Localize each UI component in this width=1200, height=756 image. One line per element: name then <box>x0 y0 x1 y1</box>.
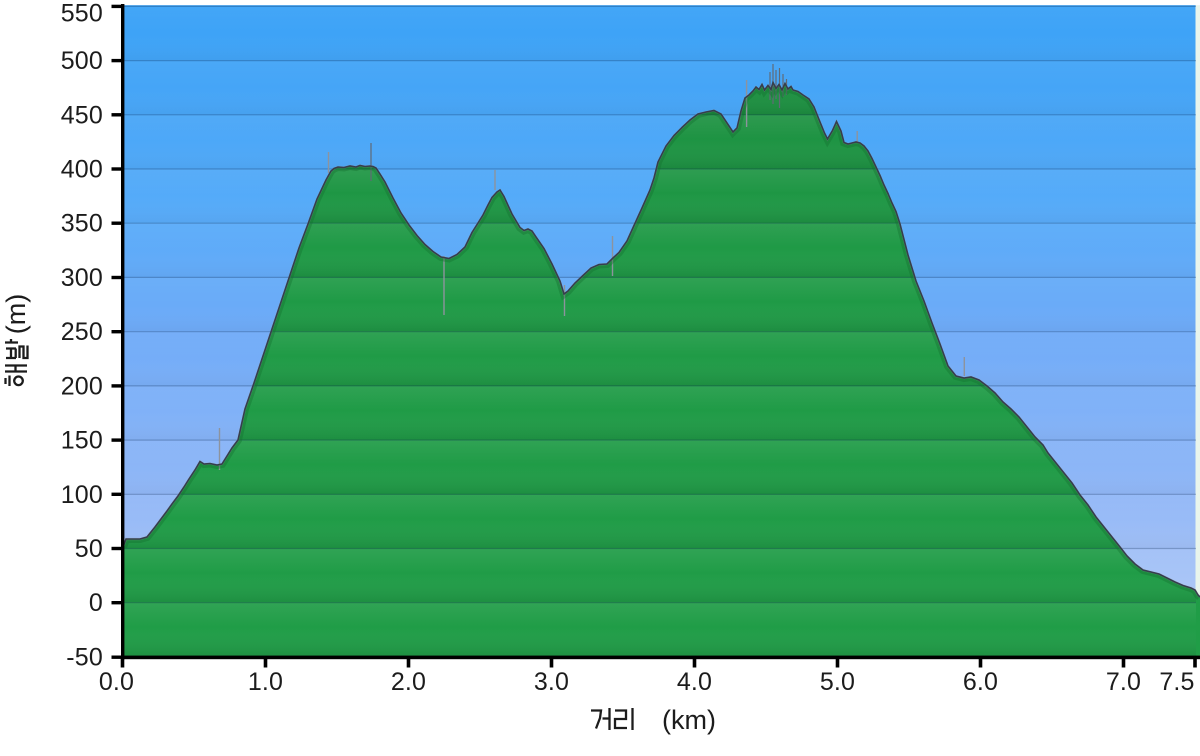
svg-text:6.0: 6.0 <box>963 668 998 696</box>
svg-text:400: 400 <box>61 156 103 184</box>
svg-text:200: 200 <box>61 372 103 400</box>
svg-text:(m): (m) <box>1 294 31 334</box>
svg-text:50: 50 <box>75 535 103 563</box>
svg-text:3.0: 3.0 <box>534 668 569 696</box>
svg-text:350: 350 <box>61 210 103 238</box>
svg-text:7.0: 7.0 <box>1106 668 1141 696</box>
svg-text:7.5: 7.5 <box>1159 668 1194 696</box>
svg-text:0.0: 0.0 <box>99 668 134 696</box>
svg-text:100: 100 <box>61 481 103 509</box>
svg-text:(km): (km) <box>662 705 716 735</box>
svg-text:-50: -50 <box>66 644 103 672</box>
svg-text:5.0: 5.0 <box>820 668 855 696</box>
svg-text:0: 0 <box>89 589 103 617</box>
svg-text:550: 550 <box>61 0 103 28</box>
svg-text:1.0: 1.0 <box>248 668 283 696</box>
svg-text:450: 450 <box>61 101 103 129</box>
svg-text:2.0: 2.0 <box>391 668 426 696</box>
svg-text:150: 150 <box>61 427 103 455</box>
svg-text:250: 250 <box>61 318 103 346</box>
svg-text:300: 300 <box>61 264 103 292</box>
svg-text:500: 500 <box>61 47 103 75</box>
svg-text:4.0: 4.0 <box>677 668 712 696</box>
